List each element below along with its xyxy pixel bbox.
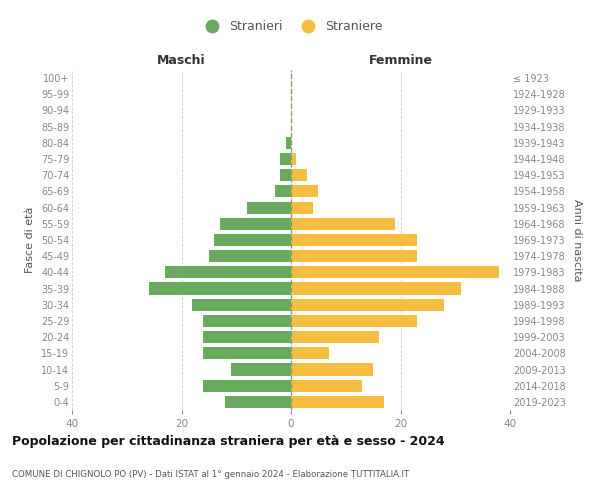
- Y-axis label: Anni di nascita: Anni di nascita: [572, 198, 583, 281]
- Bar: [291, 348, 329, 360]
- Bar: [203, 380, 291, 392]
- Bar: [247, 202, 291, 213]
- Bar: [291, 364, 373, 376]
- Bar: [231, 364, 291, 376]
- Bar: [286, 137, 291, 149]
- Bar: [203, 331, 291, 343]
- Bar: [226, 396, 291, 408]
- Bar: [291, 169, 307, 181]
- Bar: [291, 331, 379, 343]
- Bar: [149, 282, 291, 294]
- Bar: [291, 234, 417, 246]
- Bar: [291, 298, 445, 311]
- Bar: [291, 266, 499, 278]
- Text: Femmine: Femmine: [368, 54, 433, 67]
- Bar: [193, 298, 291, 311]
- Bar: [291, 186, 319, 198]
- Text: Maschi: Maschi: [157, 54, 206, 67]
- Bar: [220, 218, 291, 230]
- Bar: [165, 266, 291, 278]
- Bar: [203, 348, 291, 360]
- Bar: [291, 250, 417, 262]
- Bar: [291, 282, 461, 294]
- Bar: [280, 153, 291, 165]
- Bar: [291, 202, 313, 213]
- Bar: [291, 380, 362, 392]
- Text: Popolazione per cittadinanza straniera per età e sesso - 2024: Popolazione per cittadinanza straniera p…: [12, 435, 445, 448]
- Text: COMUNE DI CHIGNOLO PO (PV) - Dati ISTAT al 1° gennaio 2024 - Elaborazione TUTTIT: COMUNE DI CHIGNOLO PO (PV) - Dati ISTAT …: [12, 470, 409, 479]
- Bar: [291, 153, 296, 165]
- Y-axis label: Fasce di età: Fasce di età: [25, 207, 35, 273]
- Legend: Stranieri, Straniere: Stranieri, Straniere: [194, 15, 388, 38]
- Bar: [280, 169, 291, 181]
- Bar: [214, 234, 291, 246]
- Bar: [291, 218, 395, 230]
- Bar: [203, 315, 291, 327]
- Bar: [275, 186, 291, 198]
- Bar: [209, 250, 291, 262]
- Bar: [291, 396, 384, 408]
- Bar: [291, 315, 417, 327]
